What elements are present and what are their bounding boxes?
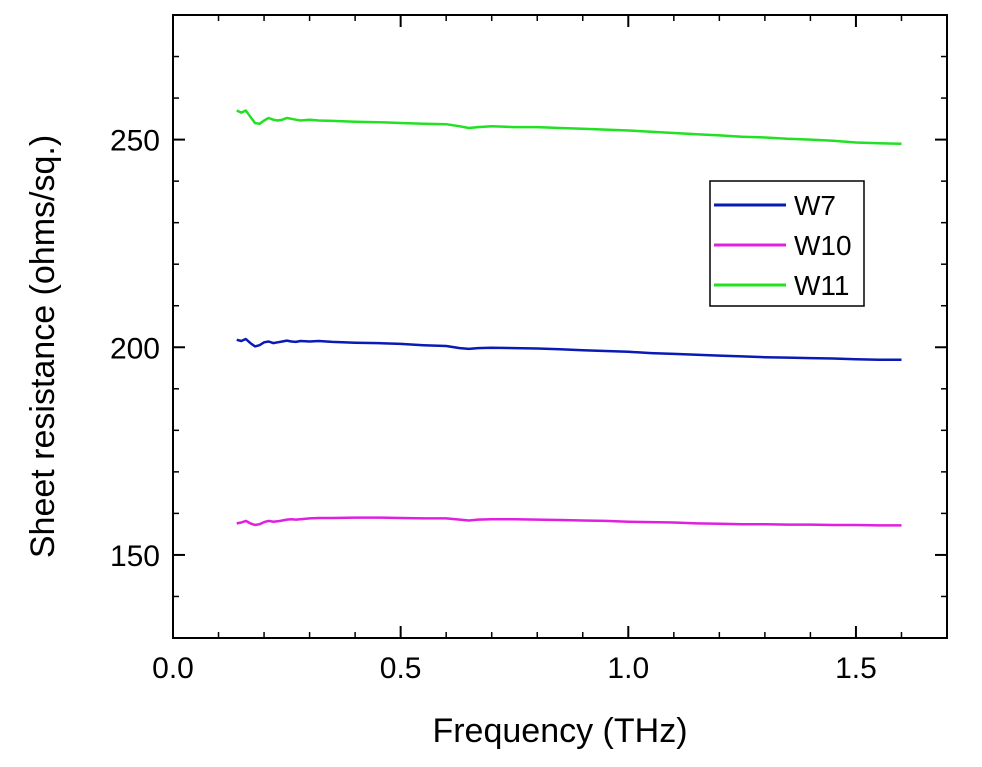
series-line-w7 [236, 337, 902, 361]
x-tick-labels: 0.0 0.5 1.0 1.5 [152, 652, 877, 685]
x-tick-label: 0.5 [380, 652, 422, 685]
y-tick-label: 250 [110, 125, 160, 158]
series-line-w11 [236, 109, 902, 146]
series-lines [236, 109, 902, 527]
legend-label-w10: W10 [794, 230, 852, 261]
y-axis-title: Sheet resistance (ohms/sq.) [24, 135, 62, 558]
legend: W7 W10 W11 [709, 180, 865, 307]
y-tick-labels: 150 200 250 [110, 125, 160, 573]
x-tick-label: 1.5 [835, 652, 877, 685]
x-tick-label: 0.0 [152, 652, 194, 685]
legend-label-w7: W7 [794, 190, 836, 221]
y-tick-label: 150 [110, 540, 160, 573]
plot-frame [172, 14, 948, 639]
y-tick-label: 200 [110, 332, 160, 365]
series-line-w10 [236, 516, 902, 527]
x-axis-title: Frequency (THz) [432, 712, 687, 750]
x-tick-label: 1.0 [607, 652, 649, 685]
legend-label-w11: W11 [794, 270, 850, 301]
